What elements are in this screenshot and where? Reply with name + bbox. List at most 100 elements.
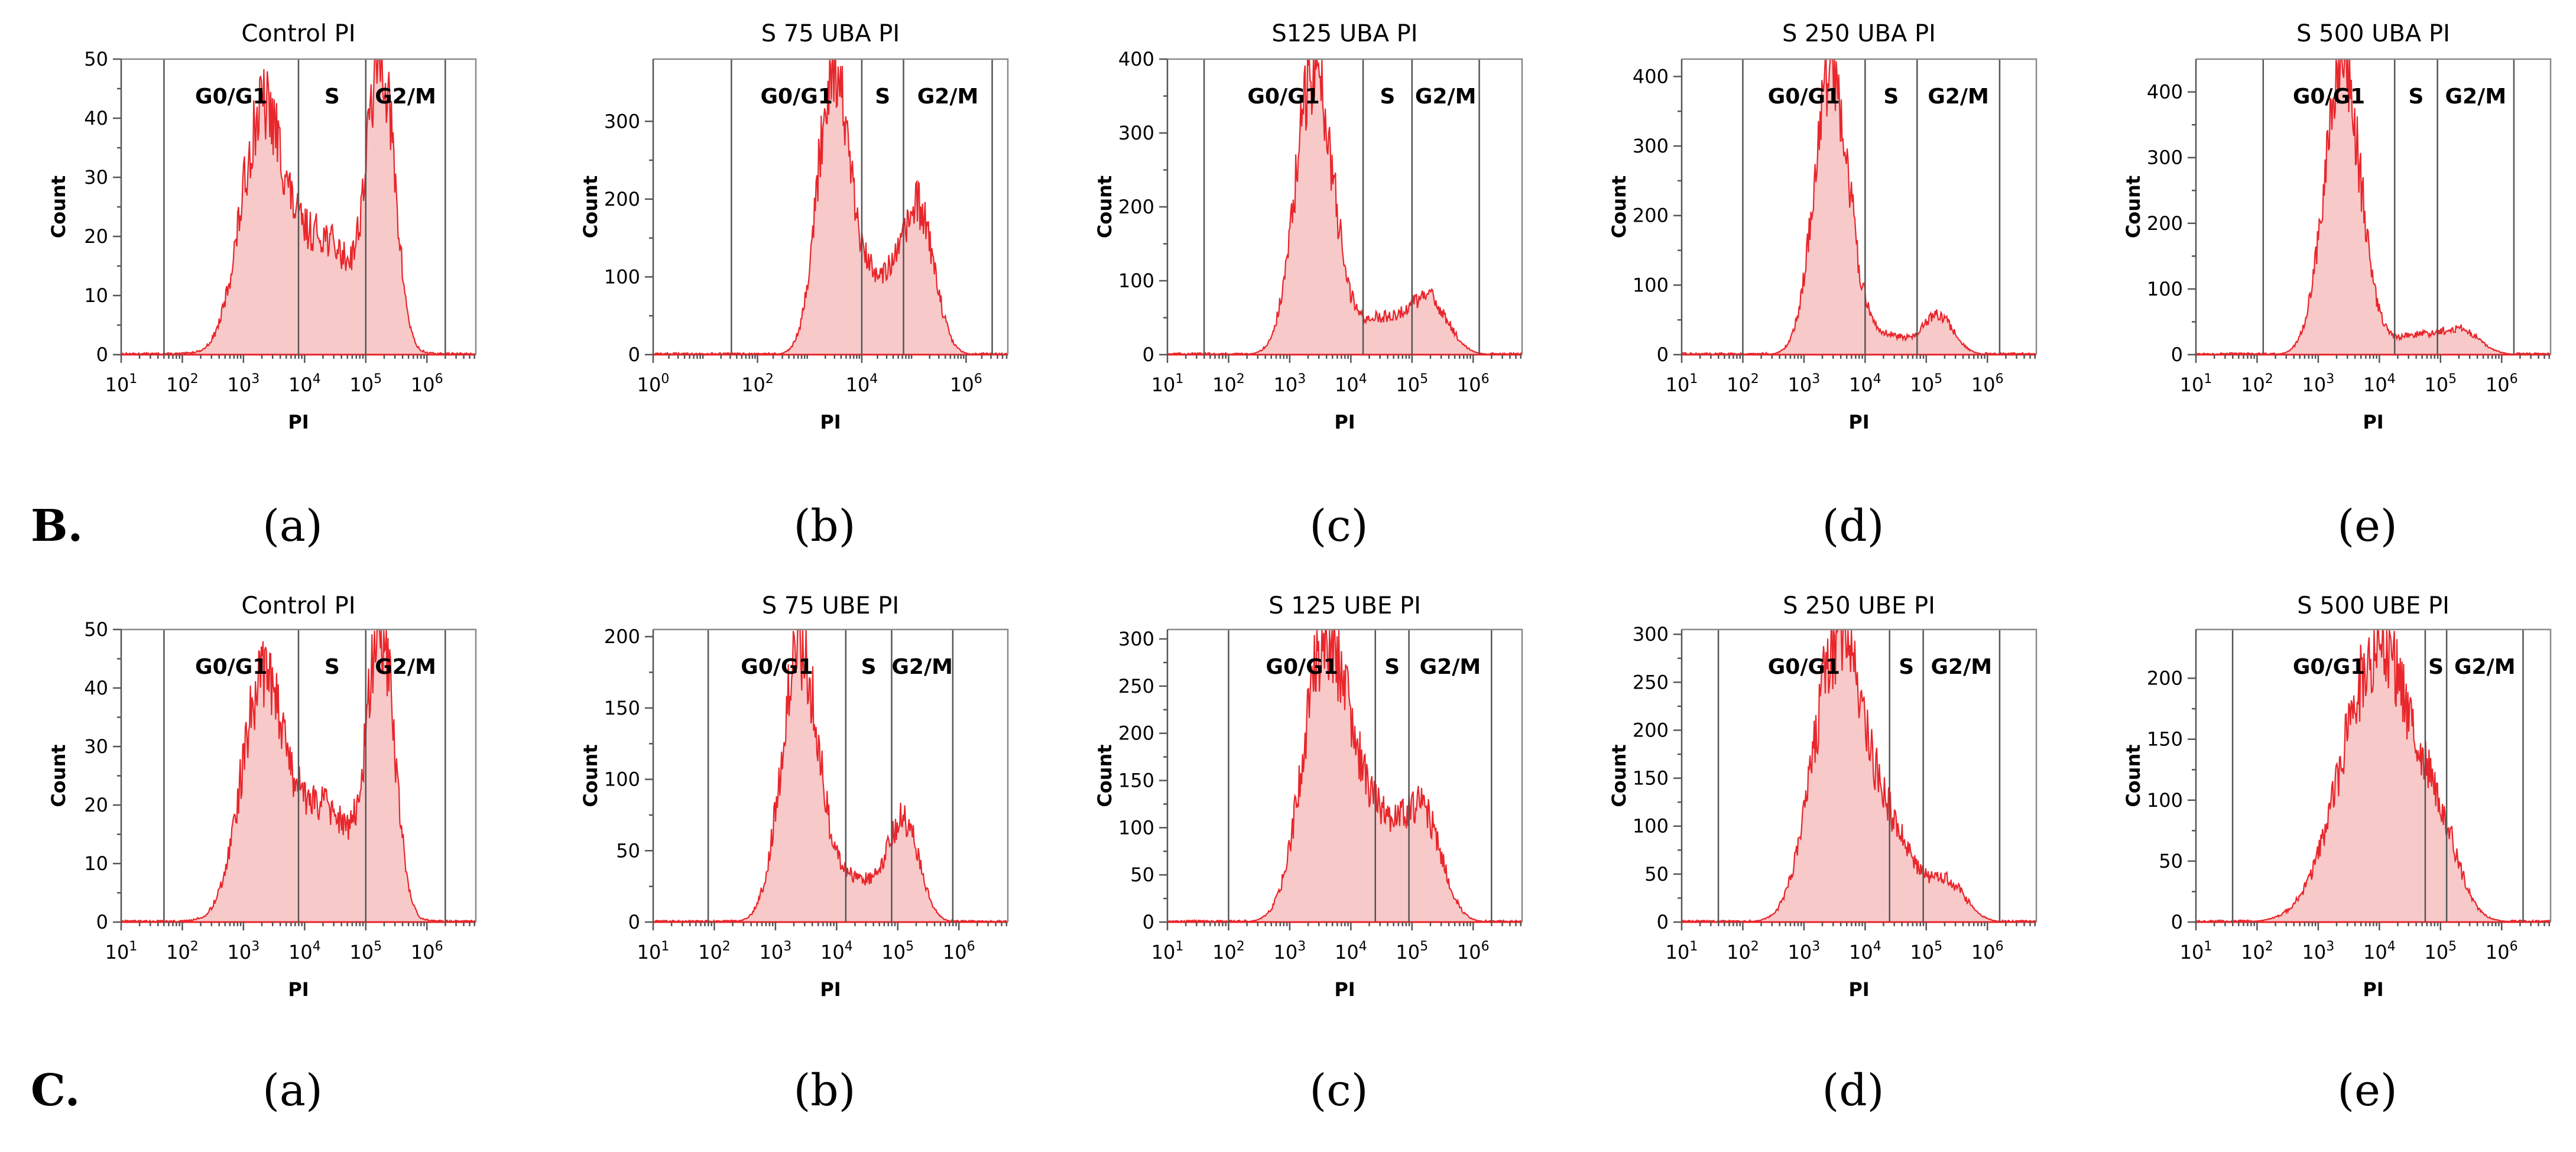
histogram-panel: S 250 UBE PI G0/G1 S G2/M 0 50 100 150 200 250 300… [1608,592,2038,1116]
y-tick-label: 40 [84,107,108,129]
histogram-panel: Control PI G0/G1 S G2/M 0 10 20 30 40 50 101 102 103… [47,592,477,1116]
x-tick-label: 106 [1971,939,2004,963]
x-tick-label: 103 [2302,939,2335,963]
histogram-fill [1167,59,1522,355]
x-tick-label: 102 [1727,939,1759,963]
plot-title: Control PI [241,20,355,47]
x-axis-label: PI [2363,978,2383,1001]
x-axis-label: PI [1334,978,1355,1001]
x-tick-label: 102 [2241,372,2273,396]
y-tick-label: 300 [1633,623,1669,645]
y-tick-label: 100 [604,768,640,791]
x-tick-label: 106 [2486,372,2518,396]
gate-label: G2/M [375,85,436,109]
y-tick-label: 0 [1657,343,1669,366]
plot-title: S 75 UBE PI [762,592,899,619]
x-tick-label: 103 [2302,372,2335,396]
plot-title: S 500 UBA PI [2296,20,2450,47]
x-tick-label: 105 [1396,372,1428,396]
gate-label: G2/M [1928,85,1989,109]
x-tick-label: 103 [228,939,260,963]
y-tick-label: 200 [604,188,640,210]
histogram-panel: S 75 UBE PI G0/G1 S G2/M 0 50 100 150 200 101 102 1… [579,592,1009,1116]
x-tick-label: 106 [1971,372,2004,396]
y-tick-label: 0 [1657,911,1669,933]
histogram-panel: Control PI G0/G1 S G2/M 0 10 20 30 40 50 101 102 103… [47,20,477,551]
y-tick-label: 250 [1118,675,1154,697]
y-tick-label: 50 [1130,864,1154,886]
x-tick-label: 106 [1457,939,1490,963]
x-tick-label: 102 [1212,372,1245,396]
y-tick-label: 300 [1118,628,1154,650]
x-tick-label: 101 [1666,939,1698,963]
x-tick-label: 104 [2363,939,2396,963]
y-tick-label: 20 [84,225,108,248]
y-tick-label: 0 [628,911,640,933]
x-axis-label: PI [288,411,309,433]
x-tick-label: 105 [1396,939,1428,963]
y-tick-label: 0 [2171,343,2183,366]
y-tick-label: 100 [1633,274,1669,296]
y-tick-label: 150 [1633,767,1669,790]
gate-label: S [861,655,877,679]
y-tick-label: 40 [84,677,108,699]
x-tick-label: 101 [637,939,670,963]
y-tick-label: 100 [1633,815,1669,838]
histogram-fill [2196,59,2551,355]
y-tick-label: 50 [2159,850,2183,872]
x-axis-label: PI [820,411,841,433]
x-tick-label: 105 [349,939,382,963]
gate-label: G2/M [1931,655,1992,679]
y-tick-label: 100 [604,265,640,288]
x-tick-label: 102 [1727,372,1759,396]
gate-label: G0/G1 [1247,85,1319,109]
gate-label: G0/G1 [1266,655,1338,679]
x-tick-label: 102 [166,939,199,963]
x-tick-label: 106 [950,372,982,396]
x-tick-label: 106 [1457,372,1490,396]
histogram-panel: S 75 UBA PI G0/G1 S G2/M 0 100 200 300 100 102 104… [579,20,1009,551]
histogram-fill [1682,59,2036,355]
panel-caption: (d) [1822,501,1884,551]
y-tick-label: 10 [84,284,108,307]
x-axis-label: PI [288,978,309,1001]
gate-label: G0/G1 [741,655,813,679]
y-tick-label: 200 [1118,722,1154,745]
plot-frame [1167,58,1523,355]
histogram-fill [653,629,1008,922]
x-tick-label: 103 [228,372,260,396]
histogram-panel: S125 UBA PI G0/G1 S G2/M 0 100 200 300 400 101 102… [1094,20,1523,551]
x-axis-label: PI [1334,411,1355,433]
y-axis-label: Count [47,176,70,238]
histogram-fill [1167,629,1522,922]
y-tick-label: 10 [84,852,108,875]
x-tick-label: 100 [637,372,670,396]
plot-title: S 250 UBA PI [1782,20,1936,47]
y-tick-label: 200 [1633,205,1669,227]
x-tick-label: 101 [1666,372,1698,396]
gate-label: G0/G1 [2293,85,2365,109]
y-tick-label: 0 [1143,911,1154,933]
gate-label: G0/G1 [1768,85,1840,109]
gate-label: G2/M [1415,85,1477,109]
gate-label: G0/G1 [2293,655,2365,679]
y-axis-label: Count [2122,744,2144,807]
x-tick-label: 102 [1212,939,1245,963]
x-tick-label: 106 [411,372,443,396]
y-tick-label: 200 [2147,667,2183,690]
y-tick-label: 50 [84,618,108,641]
histogram-fill [653,59,1008,355]
y-tick-label: 100 [1118,270,1154,292]
gate-label: G2/M [891,655,953,679]
x-tick-label: 101 [2180,939,2212,963]
plot-title: S 75 UBA PI [761,20,900,47]
y-tick-label: 50 [84,48,108,70]
x-tick-label: 104 [1335,939,1367,963]
x-tick-label: 103 [1274,939,1306,963]
panel-caption: (b) [793,1065,855,1116]
y-tick-label: 200 [1118,196,1154,218]
histogram-fill [2196,629,2551,922]
plot-frame [2196,628,2552,922]
histogram-fill [121,59,476,355]
x-tick-label: 104 [1849,372,1881,396]
